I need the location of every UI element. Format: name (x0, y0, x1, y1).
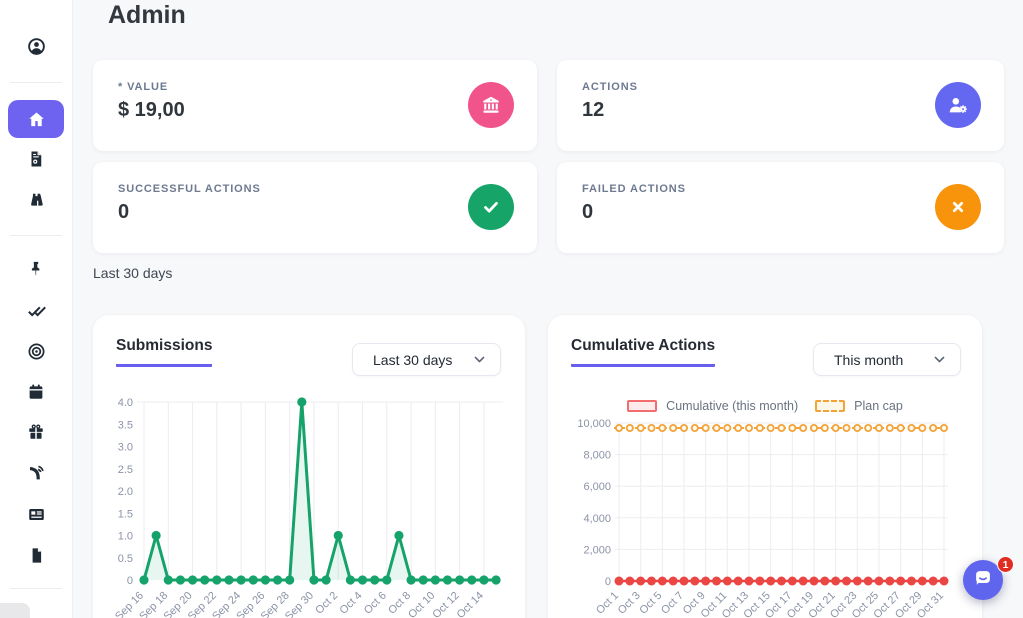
sidebar-divider (10, 588, 62, 589)
stat-value: $ 19,00 (118, 99, 185, 121)
svg-text:Sep 30: Sep 30 (283, 590, 316, 618)
cumulative-actions-card: Cumulative Actions This month Cumulative… (548, 315, 982, 618)
plan-cap-swatch (815, 400, 846, 412)
svg-text:2,000: 2,000 (583, 544, 611, 556)
submissions-title: Submissions (116, 337, 213, 367)
gift-icon (27, 423, 45, 441)
svg-text:Oct 1: Oct 1 (594, 590, 621, 617)
chevron-down-icon (934, 356, 945, 363)
landmark-icon (468, 82, 514, 128)
svg-text:2.0: 2.0 (118, 486, 133, 498)
blog-icon (27, 464, 45, 482)
xmark-icon (935, 184, 981, 230)
cumulative-legend: Cumulative (this month) Plan cap (548, 399, 982, 413)
cumulative-title: Cumulative Actions (571, 337, 716, 367)
svg-text:Oct 2: Oct 2 (313, 590, 340, 617)
newspaper-icon (27, 505, 46, 524)
sidebar-bottom-stub (0, 603, 30, 618)
svg-text:1.0: 1.0 (118, 531, 133, 543)
stat-card-actions: ACTIONS 12 (557, 60, 1004, 151)
plan-cap-label: Plan cap (854, 399, 903, 413)
stat-value: 12 (582, 99, 605, 121)
user-circle-icon (27, 37, 46, 56)
stat-value: 0 (118, 201, 130, 223)
svg-text:Oct 7: Oct 7 (659, 590, 686, 617)
cumulative-series-label: Cumulative (this month) (666, 399, 799, 413)
svg-text:Oct 4: Oct 4 (338, 590, 365, 617)
svg-text:1.5: 1.5 (118, 508, 133, 520)
notification-badge: 1 (997, 556, 1014, 573)
sidebar-item-pinned[interactable] (16, 249, 56, 289)
sidebar-divider (10, 235, 62, 236)
sidebar-item-rewards[interactable] (16, 412, 56, 452)
file-icon (28, 547, 45, 564)
svg-text:0: 0 (127, 575, 133, 587)
sidebar-item-invoices[interactable] (16, 139, 56, 179)
stat-label: ACTIONS (582, 81, 638, 93)
sidebar-divider (10, 82, 62, 83)
cumulative-series-swatch (627, 400, 658, 412)
stat-card-failed: FAILED ACTIONS 0 (557, 162, 1004, 253)
calendar-icon (27, 383, 45, 401)
thumbtack-icon (27, 260, 45, 278)
svg-text:6,000: 6,000 (583, 481, 611, 493)
check-icon (468, 184, 514, 230)
file-invoice-icon (27, 150, 45, 168)
svg-text:8,000: 8,000 (583, 450, 611, 462)
chat-launcher-button[interactable] (963, 560, 1003, 600)
sidebar-item-documents[interactable] (16, 535, 56, 575)
double-check-icon (27, 301, 46, 320)
cumulative-range-select[interactable]: This month (813, 343, 961, 376)
svg-text:0: 0 (605, 576, 611, 588)
range-select-value: This month (834, 351, 904, 368)
sidebar-item-news[interactable] (16, 494, 56, 534)
svg-text:Oct 6: Oct 6 (362, 590, 389, 617)
bullseye-icon (27, 342, 46, 361)
submissions-card: Submissions Last 30 days 0 0.5 1.0 1.5 2.0 2.… (93, 315, 525, 618)
binoculars-icon (27, 191, 46, 210)
sidebar-item-calendar[interactable] (16, 372, 56, 412)
svg-text:Oct 14: Oct 14 (455, 590, 486, 618)
user-gear-icon (935, 82, 981, 128)
svg-text:Oct 5: Oct 5 (637, 590, 664, 617)
period-note: Last 30 days (93, 265, 173, 281)
sidebar-item-home[interactable] (8, 100, 64, 138)
sidebar-item-targets[interactable] (16, 331, 56, 371)
submissions-range-select[interactable]: Last 30 days (352, 343, 501, 376)
stat-value: 0 (582, 201, 594, 223)
sidebar-item-explore[interactable] (16, 180, 56, 220)
chat-bubble-icon (972, 567, 994, 594)
home-icon (27, 110, 46, 129)
range-select-value: Last 30 days (373, 351, 453, 368)
svg-text:0.5: 0.5 (118, 553, 133, 565)
svg-text:10,000: 10,000 (577, 418, 611, 430)
stat-card-value: * VALUE $ 19,00 (93, 60, 537, 151)
sidebar-item-approvals[interactable] (16, 290, 56, 330)
sidebar (0, 0, 72, 618)
svg-text:2.5: 2.5 (118, 464, 133, 476)
svg-text:3.0: 3.0 (118, 442, 133, 454)
stat-label: * VALUE (118, 81, 169, 93)
page-title: Admin (108, 1, 186, 29)
svg-text:Oct 3: Oct 3 (616, 590, 643, 617)
sidebar-item-account[interactable] (16, 26, 56, 66)
stat-label: FAILED ACTIONS (582, 183, 686, 195)
svg-text:4,000: 4,000 (583, 513, 611, 525)
stat-label: SUCCESSFUL ACTIONS (118, 183, 261, 195)
svg-text:3.5: 3.5 (118, 419, 133, 431)
chevron-down-icon (474, 356, 485, 363)
sidebar-item-blog[interactable] (16, 453, 56, 493)
stat-card-successful: SUCCESSFUL ACTIONS 0 (93, 162, 537, 253)
svg-text:4.0: 4.0 (118, 397, 133, 409)
